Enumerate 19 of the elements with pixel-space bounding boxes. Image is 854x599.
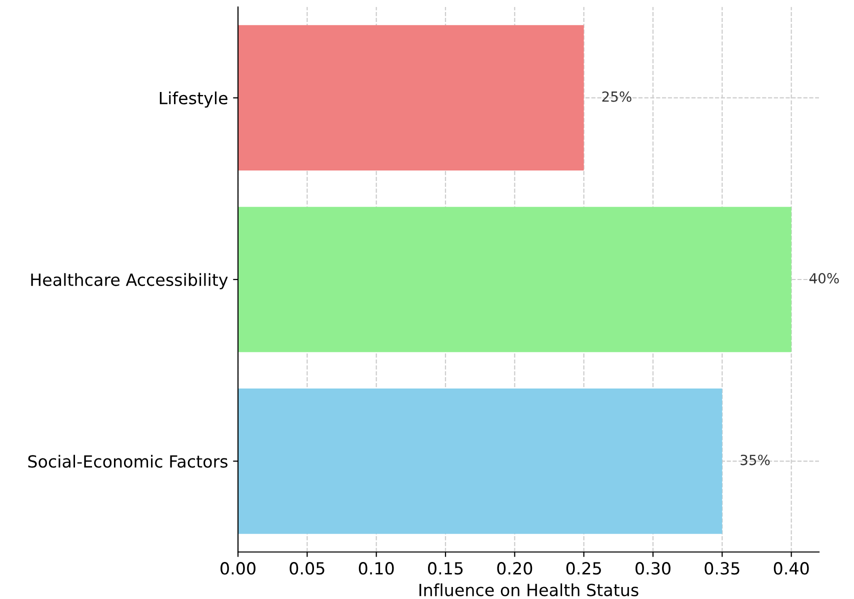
x-tick-label: 0.20: [497, 562, 532, 575]
data-label: 40%: [809, 273, 839, 284]
x-tick-label: 0.35: [704, 562, 740, 575]
data-label: 35%: [740, 454, 770, 466]
y-tick-label: Lifestyle: [160, 92, 228, 108]
x-tick-label: 0.00: [220, 562, 256, 575]
y-tick-label: Social-Economic Factors: [28, 454, 228, 468]
bar: [238, 25, 584, 170]
x-axis-title: Influence on Health Status: [420, 583, 638, 596]
x-tick-label: 0.25: [566, 562, 601, 575]
bar: [238, 206, 792, 352]
x-tick-label: 0.05: [290, 562, 324, 575]
y-tick-label: Healthcare Accessibility: [31, 273, 228, 290]
x-tick-label: 0.15: [428, 562, 463, 575]
x-tick-label: 0.10: [358, 562, 394, 575]
x-tick-label: 0.30: [636, 562, 670, 575]
x-tick-label: 0.40: [774, 562, 809, 575]
bar: [238, 388, 722, 534]
data-label: 25%: [602, 91, 632, 102]
